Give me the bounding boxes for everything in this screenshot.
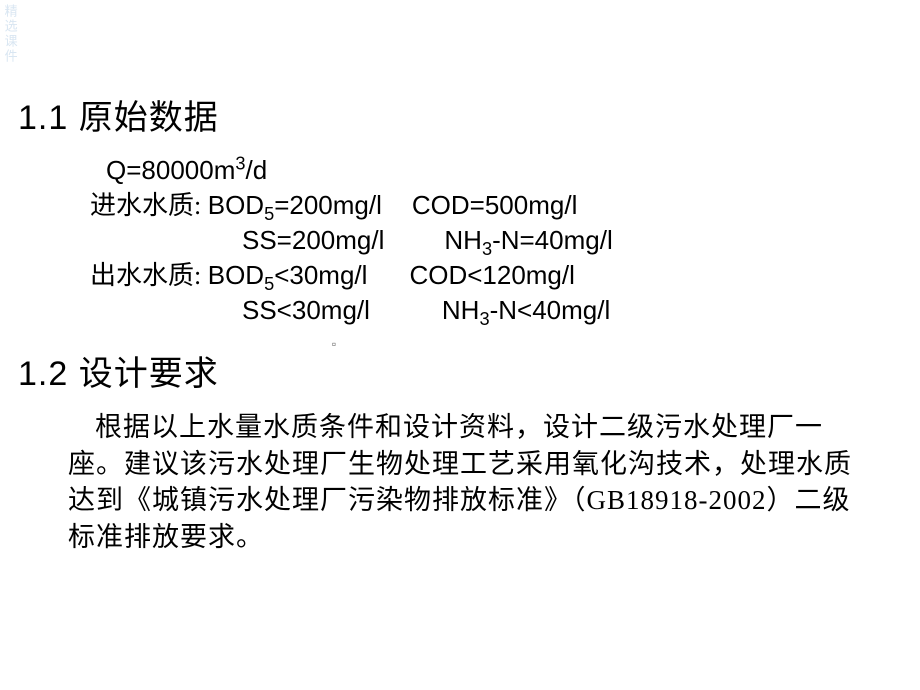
center-marker-icon: ▫ xyxy=(328,338,340,350)
inlet-line-2: SS=200mg/l NH3-N=40mg/l xyxy=(242,223,900,258)
outlet-label: 出水水质: xyxy=(90,261,208,290)
outlet-cod: COD<120mg/l xyxy=(409,258,574,293)
inlet-label: 进水水质: xyxy=(90,191,208,220)
slide-content: 1.1 原始数据 Q=80000m3/d 进水水质: BOD5=200mg/l C… xyxy=(0,0,920,555)
section-2-title: 设计要求 xyxy=(79,355,219,393)
outlet-ss: SS<30mg/l xyxy=(242,295,370,325)
inlet-ss: SS=200mg/l xyxy=(242,225,384,255)
inlet-line-1: 进水水质: BOD5=200mg/l COD=500mg/l xyxy=(90,188,900,223)
inlet-cod: COD=500mg/l xyxy=(412,188,577,223)
raw-data-block: Q=80000m3/d 进水水质: BOD5=200mg/l COD=500mg/… xyxy=(90,153,900,328)
flow-rate-value: Q=80000m3/d xyxy=(106,155,267,185)
flow-rate-line: Q=80000m3/d xyxy=(106,153,900,188)
inlet-bod: BOD5=200mg/l xyxy=(208,190,382,220)
inlet-nh: NH3-N=40mg/l xyxy=(444,223,612,258)
section-2-heading: 1.2 设计要求 xyxy=(18,346,900,395)
section-1-number: 1.1 xyxy=(18,99,68,137)
section-1-heading: 1.1 原始数据 xyxy=(18,90,900,139)
outlet-line-1: 出水水质: BOD5<30mg/l COD<120mg/l xyxy=(90,258,900,293)
outlet-nh: NH3-N<40mg/l xyxy=(442,293,610,328)
section-2-number: 1.2 xyxy=(18,355,68,393)
section-1-title: 原始数据 xyxy=(79,99,219,137)
design-requirement-paragraph: 根据以上水量水质条件和设计资料，设计二级污水处理厂一座。建议该污水处理厂生物处理… xyxy=(68,409,866,555)
outlet-bod: BOD5<30mg/l xyxy=(208,260,368,290)
outlet-line-2: SS<30mg/l NH3-N<40mg/l xyxy=(242,293,900,328)
